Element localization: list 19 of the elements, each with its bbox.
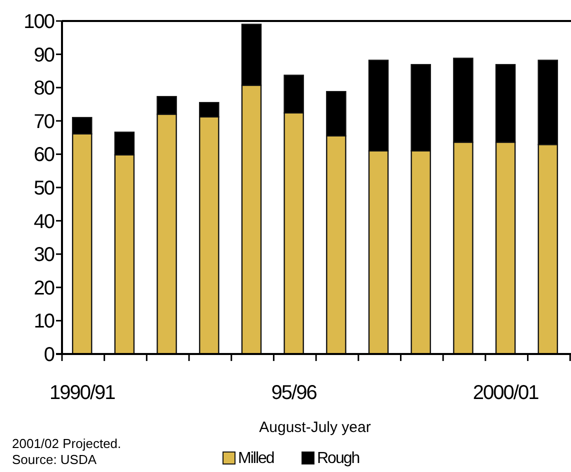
y-tick-label: 90 <box>34 44 55 66</box>
y-tick-label: 70 <box>34 110 55 133</box>
y-tick-label: 0 <box>44 344 55 366</box>
y-tick-label: 60 <box>34 144 55 166</box>
x-tick-label: 1990/91 <box>49 382 116 404</box>
legend-label: Rough <box>317 450 360 467</box>
y-tick-label: 20 <box>34 277 55 300</box>
source-note: Source: USDA <box>12 452 97 467</box>
y-tick-label: 30 <box>34 244 55 266</box>
y-tick-label: 40 <box>34 210 55 233</box>
y-tick-label: 50 <box>34 178 55 200</box>
text: 2001/02 Projected. <box>12 436 122 451</box>
y-tick-label: 10 <box>34 310 55 333</box>
legend-label: Milled <box>238 450 274 467</box>
y-tick-label: 80 <box>34 78 55 100</box>
y-tick-label: 100 <box>24 11 55 33</box>
x-tick-label: 2000/01 <box>472 382 540 404</box>
x-axis-title: August-July year <box>259 419 371 436</box>
x-tick-label: 95/96 <box>271 382 318 404</box>
